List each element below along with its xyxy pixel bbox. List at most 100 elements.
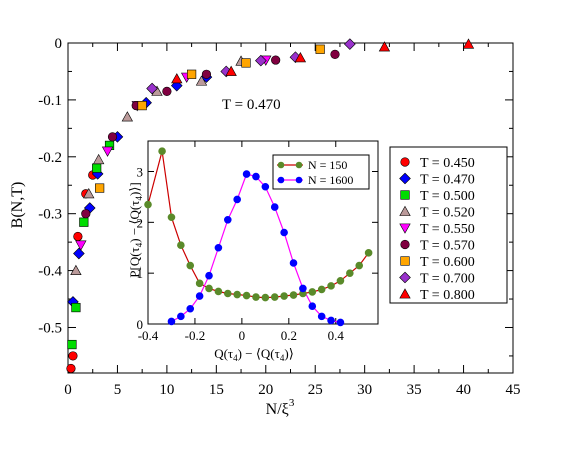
x-tick-label: 35 [407, 382, 422, 398]
inset-data-point [144, 200, 152, 209]
inset-ylabel: P[Q(τ4) − ⟨Q(τ4)⟩] [127, 182, 144, 277]
legend-marker [400, 256, 410, 266]
inset-data-point [214, 287, 223, 296]
inset-ticks: -0.4 -0.2 0 0.2 0.4 0 1 2 3 [137, 141, 378, 343]
legend-marker [400, 190, 410, 200]
inset-x-tick-label: 0.4 [328, 328, 345, 343]
data-point [79, 217, 89, 227]
data-point [71, 302, 81, 313]
inset-data-point [223, 215, 232, 224]
main-chart: 0 5 10 15 20 25 30 35 40 450-0.1-0.2-0.3-0.4-0.5 … [9, 36, 521, 418]
inset-data-point [242, 170, 251, 178]
inset-data-point [308, 288, 317, 296]
inset-y-tick-label: 2 [137, 215, 144, 230]
data-point [67, 339, 77, 350]
legend-marker [399, 271, 411, 284]
legend-label: T = 0.500 [420, 189, 475, 204]
data-point [95, 183, 105, 193]
data-point [195, 75, 208, 86]
main-data-points [66, 38, 475, 374]
legend-marker [399, 288, 411, 299]
data-point [66, 363, 76, 374]
x-tick-label: 40 [456, 382, 471, 398]
legend-label: T = 0.550 [420, 222, 475, 237]
data-point [92, 153, 105, 165]
inset-data-point [261, 293, 270, 302]
inset-legend-label: N = 1600 [308, 173, 353, 187]
inset-data-point [364, 249, 373, 257]
legend-marker [400, 239, 410, 250]
y-tick-label: -0.2 [38, 150, 62, 166]
inset-data-point [317, 312, 326, 321]
data-point [271, 55, 281, 65]
inset-legend-label: N = 150 [308, 158, 347, 172]
inset-data-point [242, 291, 251, 300]
inset-data-point [280, 292, 288, 300]
x-tick-label: 20 [258, 382, 273, 398]
x-tick-label: 10 [159, 382, 174, 398]
y-tick-label: -0.1 [38, 93, 62, 109]
inset-data-point [177, 312, 185, 321]
inset-data-point [167, 213, 176, 222]
data-point [146, 82, 158, 95]
data-point [70, 264, 82, 276]
inset-data-point [186, 261, 195, 270]
inset-data-point [223, 289, 232, 298]
data-point [462, 38, 475, 49]
legend-label: T = 0.570 [420, 239, 475, 254]
data-point [137, 100, 147, 111]
legend-marker [399, 172, 411, 185]
data-point [294, 52, 307, 63]
inset-data-point [195, 292, 204, 300]
inset-data-point [270, 293, 279, 301]
legend-label: T = 0.470 [420, 173, 475, 188]
data-point [255, 54, 267, 67]
legend-label: T = 0.800 [420, 288, 475, 303]
inset-data-point [261, 182, 270, 191]
x-tick-label: 25 [308, 382, 323, 398]
inset-data-point [214, 243, 223, 252]
inset-xlabel: Q(τ4) − ⟨Q(τ4)⟩ [214, 346, 294, 363]
inset-data-point [280, 228, 288, 237]
data-point [171, 73, 183, 84]
data-point [73, 231, 83, 242]
legend-marker [399, 223, 411, 234]
inset-data-point [289, 259, 298, 267]
inset-legend-marker [277, 161, 285, 169]
data-point [121, 111, 134, 122]
y-tick-label: -0.5 [38, 320, 62, 336]
inset-data-point [270, 203, 279, 211]
legend-marker [399, 205, 411, 216]
inset-data-point [327, 316, 335, 325]
x-tick-label: 15 [209, 382, 224, 398]
inset-data-point [289, 291, 298, 299]
legend-label: T = 0.600 [420, 255, 475, 270]
x-tick-label: 5 [114, 382, 122, 398]
main-ticks: 0 5 10 15 20 25 30 35 40 450-0.1-0.2-0.3-0.4-0.5 [38, 36, 520, 398]
inset-series [144, 147, 373, 327]
data-point [378, 41, 391, 52]
data-point [73, 247, 85, 260]
data-point [330, 49, 340, 59]
inset-data-point [158, 147, 166, 155]
data-point [81, 209, 91, 219]
inset-data-point [327, 282, 335, 290]
x-tick-label: 0 [64, 382, 72, 398]
y-tick-label: -0.4 [38, 264, 62, 280]
main-ylabel: B(N,T) [9, 182, 26, 229]
inset-x-tick-label: -0.2 [185, 328, 206, 343]
data-point [187, 69, 197, 79]
inset-data-point [195, 279, 204, 288]
data-point [68, 351, 78, 361]
inset-data-point [177, 241, 185, 250]
data-point [201, 69, 212, 79]
inset-y-tick-label: 3 [137, 165, 144, 180]
inset-data-point [336, 276, 345, 285]
inset-legend-marker [295, 161, 303, 169]
x-tick-label: 30 [357, 382, 372, 398]
inset-data-point [355, 261, 364, 270]
data-point [107, 132, 118, 142]
